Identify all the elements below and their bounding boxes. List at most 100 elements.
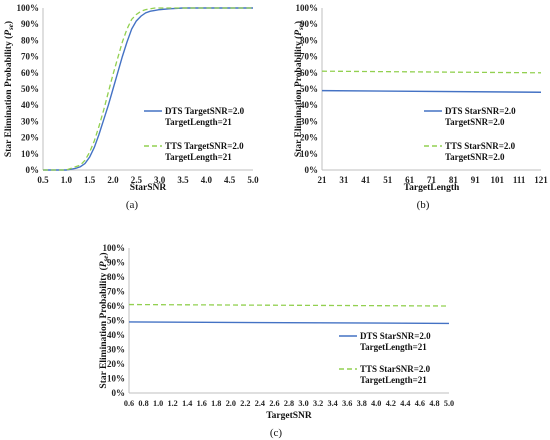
x-tick-label: 2.6 bbox=[269, 399, 279, 408]
panel-c: 0% 10% 20% 30% 40% 50% 60% 70% 80% 90% 100% 0.6 0.8 1… bbox=[98, 243, 454, 439]
dts-series-line bbox=[43, 7, 253, 171]
y-tick-label: 50% bbox=[107, 316, 125, 326]
panel-a: 0% 10% 20% 30% 40% 50% 60% 70% 80% 90% 100% 0.5 1.0 1… bbox=[3, 3, 259, 211]
x-tick-label: 3.0 bbox=[154, 175, 166, 185]
x-tick-label: 4.8 bbox=[429, 399, 439, 408]
y-tick-label: 20% bbox=[21, 133, 39, 143]
y-tick-label: 70% bbox=[21, 52, 39, 62]
y-tick-label: 50% bbox=[300, 84, 318, 94]
x-tick-label: 4.5 bbox=[224, 175, 236, 185]
y-tick-label: 90% bbox=[300, 19, 318, 29]
y-axis-title: Star Elimination Probability (Pse) bbox=[3, 21, 15, 157]
dts-series-line bbox=[321, 89, 542, 93]
x-tick-label: 3.4 bbox=[328, 399, 338, 408]
y-tick-label: 100% bbox=[296, 3, 319, 13]
x-tick-label: 2.0 bbox=[226, 399, 236, 408]
legend-entry-label: TTS StarSNR=2.0 bbox=[360, 364, 431, 374]
x-tick-label: 2.8 bbox=[284, 399, 294, 408]
tts-series-line bbox=[43, 7, 253, 171]
legend-entry-label: DTS StarSNR=2.0 bbox=[360, 331, 431, 341]
legend-entry-label: TargetSNR=2.0 bbox=[445, 117, 505, 127]
x-tick-label: 5.0 bbox=[444, 399, 454, 408]
y-tick-label: 30% bbox=[21, 116, 39, 126]
y-tick-label: 90% bbox=[21, 19, 39, 29]
legend-entry-label: TargetLength=21 bbox=[360, 375, 427, 385]
x-tick-label: 3.5 bbox=[177, 175, 189, 185]
y-tick-label: 60% bbox=[107, 301, 125, 311]
y-tick-label: 0% bbox=[112, 388, 126, 398]
x-tick-label: 4.2 bbox=[386, 399, 396, 408]
x-tick-label: 41 bbox=[361, 175, 371, 185]
tts-series-line bbox=[128, 303, 450, 307]
x-tick-label: 2.0 bbox=[107, 175, 119, 185]
x-tick-label: 0.5 bbox=[37, 175, 49, 185]
x-tick-label: 4.0 bbox=[371, 399, 381, 408]
legend-entry-label: TTS StarSNR=2.0 bbox=[445, 141, 516, 151]
x-tick-label: 4.0 bbox=[201, 175, 213, 185]
legend-entry-label: TargetLength=21 bbox=[165, 117, 232, 127]
legend-entry-label: TargetLength=21 bbox=[165, 152, 232, 162]
x-tick-label: 2.2 bbox=[240, 399, 250, 408]
x-tick-label: 111 bbox=[513, 175, 526, 185]
y-tick-label: 0% bbox=[305, 165, 319, 175]
y-tick-label: 10% bbox=[21, 149, 39, 159]
legend-entry-label: DTS StarSNR=2.0 bbox=[445, 106, 516, 116]
x-tick-label: 61 bbox=[405, 175, 415, 185]
x-tick-label: 2.5 bbox=[131, 175, 143, 185]
panel-label: (a) bbox=[126, 199, 139, 211]
x-axis-title: TargetLength bbox=[404, 183, 460, 193]
y-tick-label: 80% bbox=[21, 35, 39, 45]
y-tick-label: 100% bbox=[17, 3, 40, 13]
x-tick-label: 3.6 bbox=[342, 399, 352, 408]
x-tick-label: 2.4 bbox=[255, 399, 265, 408]
x-tick-label: 3.8 bbox=[357, 399, 367, 408]
y-tick-label: 0% bbox=[26, 165, 40, 175]
x-axis-title: TargetSNR bbox=[266, 411, 312, 421]
x-tick-label: 91 bbox=[471, 175, 481, 185]
y-tick-label: 20% bbox=[300, 133, 318, 143]
x-tick-label: 1.6 bbox=[197, 399, 207, 408]
y-tick-label: 40% bbox=[21, 100, 39, 110]
y-tick-label: 70% bbox=[300, 52, 318, 62]
legend-entry-label: TargetLength=21 bbox=[360, 342, 427, 352]
y-tick-label: 70% bbox=[107, 287, 125, 297]
y-tick-label: 50% bbox=[21, 84, 39, 94]
y-tick-label: 10% bbox=[107, 374, 125, 384]
dts-series-line bbox=[128, 321, 450, 325]
y-tick-label: 60% bbox=[21, 68, 39, 78]
x-tick-label: 51 bbox=[383, 175, 393, 185]
x-tick-label: 101 bbox=[490, 175, 504, 185]
x-tick-label: 1.0 bbox=[61, 175, 73, 185]
x-tick-label: 0.8 bbox=[138, 399, 148, 408]
x-tick-label: 1.4 bbox=[182, 399, 192, 408]
x-tick-label: 1.8 bbox=[211, 399, 221, 408]
x-tick-label: 1.2 bbox=[168, 399, 178, 408]
y-tick-label: 30% bbox=[300, 116, 318, 126]
y-tick-label: 80% bbox=[107, 272, 125, 282]
x-tick-label: 3.2 bbox=[313, 399, 323, 408]
legend-entry-label: DTS TargetSNR=2.0 bbox=[165, 106, 245, 116]
x-tick-label: 71 bbox=[427, 175, 437, 185]
y-tick-label: 100% bbox=[103, 243, 126, 253]
x-tick-label: 4.4 bbox=[400, 399, 410, 408]
x-tick-label: 21 bbox=[318, 175, 328, 185]
x-tick-label: 1.5 bbox=[84, 175, 96, 185]
panel-b: 0% 10% 20% 30% 40% 50% 60% 70% 80% 90% 100% 21 31 41 5… bbox=[293, 3, 548, 211]
y-axis-title: Star Elimination Probability (Pse) bbox=[293, 21, 305, 157]
tts-series-line bbox=[321, 70, 542, 74]
x-tick-label: 0.6 bbox=[124, 399, 134, 408]
x-tick-label: 81 bbox=[449, 175, 459, 185]
y-tick-label: 40% bbox=[300, 100, 318, 110]
y-tick-label: 10% bbox=[300, 149, 318, 159]
panel-label: (c) bbox=[270, 427, 283, 439]
x-axis-title: StarSNR bbox=[130, 183, 167, 193]
y-tick-label: 20% bbox=[107, 359, 125, 369]
y-tick-label: 30% bbox=[107, 345, 125, 355]
y-axis-title: Star Elimination Probability (Pse) bbox=[98, 252, 110, 388]
x-tick-label: 1.0 bbox=[153, 399, 163, 408]
y-tick-label: 80% bbox=[300, 35, 318, 45]
legend-entry-label: TargetSNR=2.0 bbox=[445, 152, 505, 162]
y-tick-label: 60% bbox=[300, 68, 318, 78]
x-tick-label: 31 bbox=[339, 175, 349, 185]
